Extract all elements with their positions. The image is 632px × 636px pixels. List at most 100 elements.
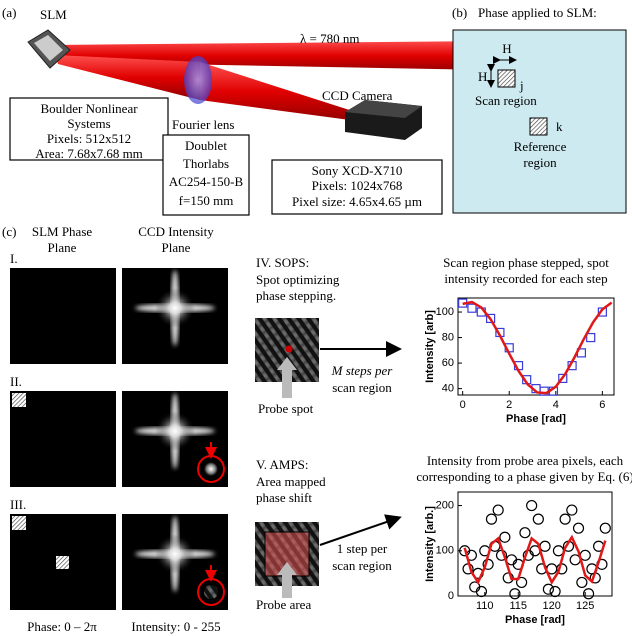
x-tick-label: 120 <box>543 600 561 612</box>
slm-image <box>10 268 116 364</box>
data-point <box>574 523 584 533</box>
chart-title: intensity recorded for each step <box>444 271 607 286</box>
row-label: I. <box>10 251 18 266</box>
box-text: Systems <box>67 116 110 131</box>
method-label: IV. SOPS: <box>256 255 309 270</box>
arrow-label: scan region <box>332 558 392 573</box>
j-label: j <box>519 78 524 93</box>
arrow-label: scan region <box>332 380 392 395</box>
panel-title: Phase applied to SLM: <box>478 5 597 20</box>
x-tick-label: 125 <box>576 600 594 612</box>
data-point <box>587 334 595 342</box>
chart: 110 115 120 125 0 100 200 Phase [rad] Intensity … <box>424 492 612 626</box>
data-point <box>543 584 553 594</box>
plot-frame <box>458 298 614 395</box>
probe-label: Probe spot <box>258 401 314 416</box>
data-point <box>560 514 570 524</box>
panel-label: (c) <box>2 224 16 239</box>
k-label: k <box>556 119 563 134</box>
method-label: phase stepping. <box>256 288 336 303</box>
data-point <box>500 532 510 542</box>
box-text: Boulder Nonlinear <box>40 101 138 116</box>
wavelength: λ = 780 nm <box>300 31 360 46</box>
reference-label: Reference <box>514 139 567 154</box>
method-label: Spot optimizing <box>256 272 340 287</box>
scan-label: Scan region <box>475 93 537 108</box>
column-label: SLM Phase <box>32 224 93 239</box>
box-text: Sony XCD-X710 <box>312 163 403 178</box>
x-tick-label: 2 <box>506 399 512 411</box>
box-text: Pixel size: 4.65x4.65 µm <box>292 194 422 209</box>
beam <box>55 55 200 100</box>
y-tick-label: 200 <box>436 499 454 511</box>
data-point <box>567 505 577 515</box>
x-axis-label: Phase [rad] <box>506 413 566 425</box>
method-label: Area mapped <box>256 474 326 489</box>
h-label: H <box>478 69 487 84</box>
data-point <box>553 546 563 556</box>
data-point <box>493 505 503 515</box>
chart-title: Intensity from probe area pixels, each <box>427 453 624 468</box>
range-label: Phase: 0 – 2π <box>27 619 97 634</box>
data-point <box>527 501 537 511</box>
column-label: Plane <box>162 240 191 255</box>
panel-label: (b) <box>452 5 467 20</box>
figure: (a) SLM λ = 780 nm CCD Camera Boulder No… <box>0 0 632 636</box>
scan-square <box>12 516 26 530</box>
lens <box>184 56 212 104</box>
column-label: CCD Intensity <box>138 224 214 239</box>
box-text: Pixels: 512x512 <box>47 131 131 146</box>
chart-title: Scan region phase stepped, spot <box>443 255 609 270</box>
y-tick-label: 100 <box>436 306 454 318</box>
x-axis-label: Phase [rad] <box>505 614 565 626</box>
slm-label: SLM <box>40 7 67 22</box>
row-label: II. <box>10 374 22 389</box>
lens-label: Fourier lens <box>172 117 234 132</box>
range-label: Intensity: 0 - 255 <box>131 619 220 634</box>
x-tick-label: 0 <box>460 399 466 411</box>
method-label: V. AMPS: <box>256 457 309 472</box>
box-text: Area: 7.68x7.68 mm <box>35 146 143 161</box>
y-tick-label: 100 <box>436 545 454 557</box>
box-text: f=150 mm <box>179 193 234 208</box>
data-point <box>486 514 496 524</box>
x-tick-label: 4 <box>553 399 559 411</box>
panel-label: (a) <box>2 5 16 20</box>
chart-title: corresponding to a phase given by Eq. (6… <box>416 469 632 484</box>
box-text: Pixels: 1024x768 <box>312 178 403 193</box>
chart: 0 2 4 6 40 60 80 100 Phase [rad] Intensity [arb] <box>424 298 614 425</box>
data-point <box>520 528 530 538</box>
probe-spot <box>286 346 293 353</box>
method-label: phase shift <box>256 490 312 505</box>
scan-square <box>498 70 515 87</box>
h-label: H <box>502 41 511 56</box>
y-tick-label: 80 <box>442 331 454 343</box>
data-point <box>533 514 543 524</box>
arrow-label: 1 step per <box>337 541 388 556</box>
scan-square <box>12 393 26 407</box>
box-text: Thorlabs <box>183 156 229 171</box>
y-axis-label: Intensity [arb] <box>424 310 436 383</box>
column-label: Plane <box>48 240 77 255</box>
data-point <box>600 523 610 533</box>
y-tick-label: 60 <box>442 357 454 369</box>
data-point <box>550 586 560 596</box>
spot <box>204 462 218 476</box>
y-tick-label: 0 <box>448 590 454 602</box>
spot <box>204 585 218 599</box>
x-tick-label: 110 <box>476 600 494 612</box>
x-tick-label: 6 <box>599 399 605 411</box>
reference-label: region <box>523 155 557 170</box>
box-text: AC254-150-B <box>169 174 244 189</box>
y-tick-label: 40 <box>442 383 454 395</box>
reference-square <box>56 556 69 569</box>
probe-label: Probe area <box>256 597 311 612</box>
camera-label: CCD Camera <box>322 88 393 103</box>
data-point <box>468 304 476 312</box>
arrow-label: M steps per <box>331 363 394 378</box>
reference-square <box>530 118 547 135</box>
box-text: Doublet <box>185 138 227 153</box>
x-tick-label: 115 <box>509 600 527 612</box>
ccd-image <box>122 268 228 364</box>
y-axis-label: Intensity [arb.] <box>424 506 436 582</box>
